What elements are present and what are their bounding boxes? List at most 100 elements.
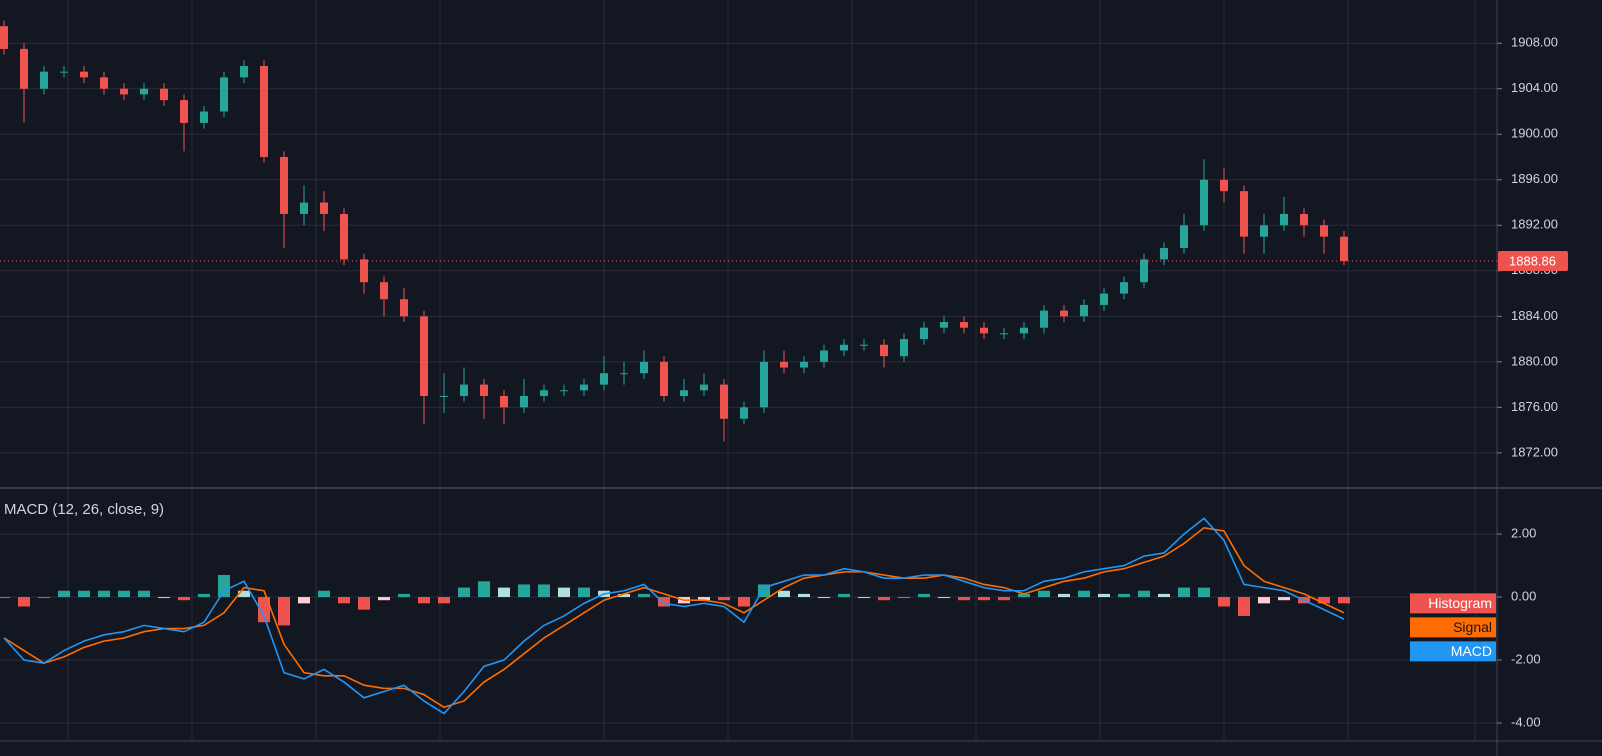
candle-body [1260,225,1268,237]
y-tick-label: 1904.00 [1511,80,1558,95]
histogram-bar [878,597,890,601]
candle-body [380,282,388,300]
histogram-bar [618,593,630,598]
candle-body [980,327,988,334]
candle-body [60,71,68,73]
legend-label: Histogram [1428,595,1492,611]
histogram-bar [178,597,190,601]
y-tick-label: 0.00 [1511,588,1536,603]
histogram-bar [1058,593,1070,598]
histogram-bar [158,597,170,599]
histogram-bar [818,597,830,599]
histogram-bar [218,575,230,598]
histogram-bar [1338,597,1350,604]
histogram-bar [1238,597,1250,616]
candle-body [180,100,188,123]
histogram-bar [318,590,330,598]
candle-body [1180,225,1188,249]
candle-body [700,384,708,391]
histogram-bar [1178,587,1190,598]
candle-body [880,344,888,357]
candle-body [920,327,928,340]
histogram-bar [738,597,750,607]
y-tick-label: -2.00 [1511,651,1541,666]
histogram-bar [538,584,550,598]
legend-label: MACD [1451,643,1492,659]
candle-body [220,77,228,112]
histogram-bar [938,597,950,599]
histogram-bar [238,590,250,598]
candle-body [40,71,48,89]
histogram-bar [778,590,790,598]
candle-body [840,344,848,351]
histogram-bar [1098,593,1110,598]
histogram-bar [498,587,510,598]
histogram-bar [1278,597,1290,601]
candle-body [1000,333,1008,335]
candle-body [1020,327,1028,334]
histogram-bar [98,590,110,598]
candle-body [240,65,248,78]
legend-tag [1410,641,1496,662]
legend-tag [1410,617,1496,638]
candle-body [640,361,648,374]
histogram-bar [898,597,910,599]
y-tick-label: 1900.00 [1511,126,1558,141]
candle-body [1200,179,1208,226]
candle-body [440,395,448,397]
y-tick-label: 1876.00 [1511,399,1558,414]
indicator-title: MACD (12, 26, close, 9) [4,501,164,518]
candle-body [1040,310,1048,328]
histogram-bar [18,597,30,607]
histogram-bar [978,597,990,601]
histogram-bar [478,581,490,598]
histogram-bar [1138,590,1150,598]
histogram-bar [1218,597,1230,607]
candle-body [100,77,108,89]
candle-body [1240,191,1248,237]
histogram-bar [518,584,530,598]
histogram-bar [198,593,210,598]
candle-body [20,48,28,89]
candle-body [960,322,968,328]
candle-body [420,316,428,396]
histogram-bar [458,587,470,598]
candle-body [740,407,748,419]
candle-body [940,322,948,328]
histogram-bar [418,597,430,604]
candle-body [120,88,128,95]
histogram-bar [638,593,650,598]
histogram-bar [1118,593,1130,598]
histogram-bar [998,597,1010,601]
histogram-bar [718,597,730,601]
histogram-bar [1018,593,1030,598]
candle-body [1300,213,1308,226]
candle-body [1320,225,1328,237]
candle-body [400,299,408,317]
histogram-bar [1078,590,1090,598]
macd-line [3,526,1345,709]
candle-body [1140,259,1148,283]
candle-body [320,202,328,214]
macd-line [3,517,1345,715]
last-price-tag [1498,251,1568,272]
histogram-bar [338,597,350,604]
candle-body [1280,213,1288,226]
histogram-bar [958,597,970,601]
histogram-bar [138,590,150,598]
candle-body [760,361,768,408]
histogram-bar [258,597,270,623]
histogram-bar [1198,587,1210,598]
candle-body [1060,310,1068,317]
histogram-bar [278,597,290,626]
histogram-bar [38,597,50,599]
candle-body [720,384,728,419]
histogram-bar [1038,590,1050,598]
y-tick-label: 1896.00 [1511,171,1558,186]
candle-body [480,384,488,396]
candle-body [520,395,528,408]
candle-body [300,202,308,214]
candle-body [360,259,368,283]
